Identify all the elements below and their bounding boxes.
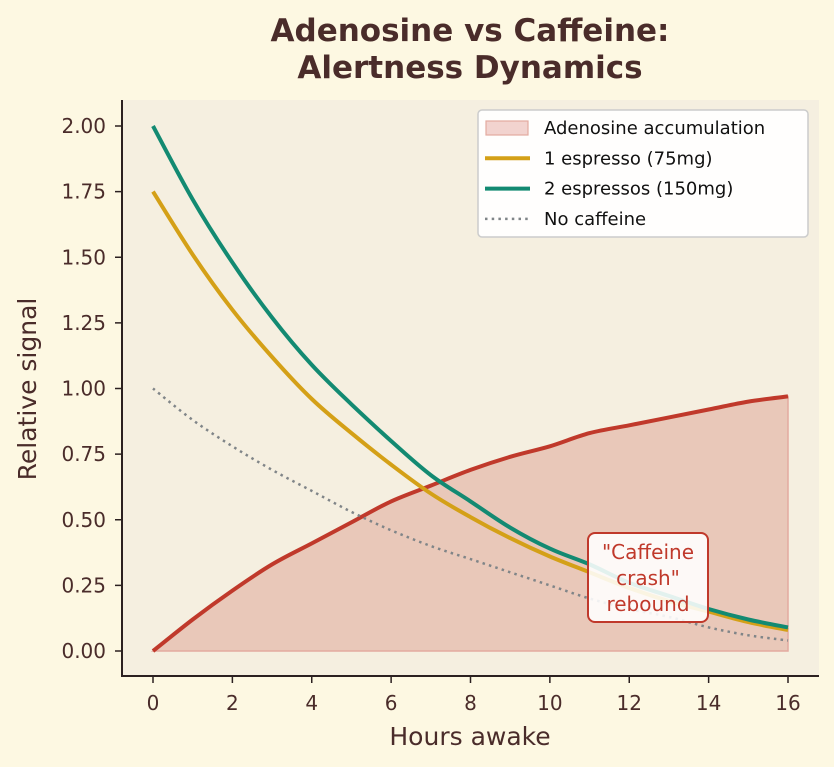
y-axis-label: Relative signal (13, 298, 42, 481)
x-tick-label: 4 (305, 691, 318, 715)
annotation-text-line: "Caffeine (602, 540, 694, 564)
annotation-text-line: crash" (616, 566, 680, 590)
legend-item-no-caffeine: No caffeine (485, 209, 646, 230)
y-tick-label: 0.50 (61, 508, 106, 532)
x-axis-ticks: 0 2 4 6 8 10 12 14 16 (147, 676, 801, 715)
no-caffeine-line (152, 387, 789, 642)
legend-label: Adenosine accumulation (544, 118, 765, 139)
annotation-text-line: rebound (606, 592, 689, 616)
legend-item-2-espressos-150mg: 2 espressos (150mg) (485, 179, 733, 200)
y-tick-label: 1.75 (61, 180, 106, 204)
y-tick-label: 2.00 (61, 114, 106, 138)
y-tick-label: 1.00 (61, 377, 106, 401)
x-tick-label: 12 (617, 691, 642, 715)
x-tick-label: 0 (147, 691, 160, 715)
legend-box (477, 109, 809, 238)
annotation-box (587, 532, 709, 623)
x-tick-label: 2 (226, 691, 239, 715)
x-tick-label: 14 (696, 691, 721, 715)
y-axis-ticks: 0.00 0.25 0.50 0.75 1.00 1.25 1.50 1.75 2.00 (61, 114, 122, 663)
legend-item-adenosine-accumulation: Adenosine accumulation (485, 118, 765, 139)
axes: 0 2 4 6 8 10 12 14 16 0.00 0.25 0.50 0.75 1.00 1.25 1.… (61, 100, 819, 715)
x-axis-label: Hours awake (389, 722, 550, 751)
legend-item-1-espresso-75mg: 1 espresso (75mg) (485, 148, 713, 169)
x-tick-label: 8 (464, 691, 477, 715)
series-no-caffeine (152, 387, 789, 642)
x-tick-label: 16 (775, 691, 800, 715)
legend-swatch-patch (485, 120, 529, 136)
y-tick-label: 0.00 (61, 639, 106, 663)
y-tick-label: 0.75 (61, 442, 106, 466)
adenosine-accumulation-line (151, 394, 789, 653)
y-tick-label: 0.25 (61, 573, 106, 597)
y-tick-label: 1.50 (61, 245, 106, 269)
x-tick-label: 10 (537, 691, 562, 715)
legend: Adenosine accumulation 1 espresso (75mg) 2… (477, 109, 809, 238)
legend-label: No caffeine (544, 209, 646, 230)
x-tick-label: 6 (385, 691, 398, 715)
chart-title: Adenosine vs Caffeine: Alertness Dynamic… (271, 13, 670, 86)
title-line-1: Adenosine vs Caffeine: (271, 13, 670, 49)
title-line-2: Alertness Dynamics (297, 50, 642, 86)
legend-label: 2 espressos (150mg) (544, 179, 733, 200)
y-tick-label: 1.25 (61, 311, 106, 335)
legend-label: 1 espresso (75mg) (544, 148, 713, 169)
